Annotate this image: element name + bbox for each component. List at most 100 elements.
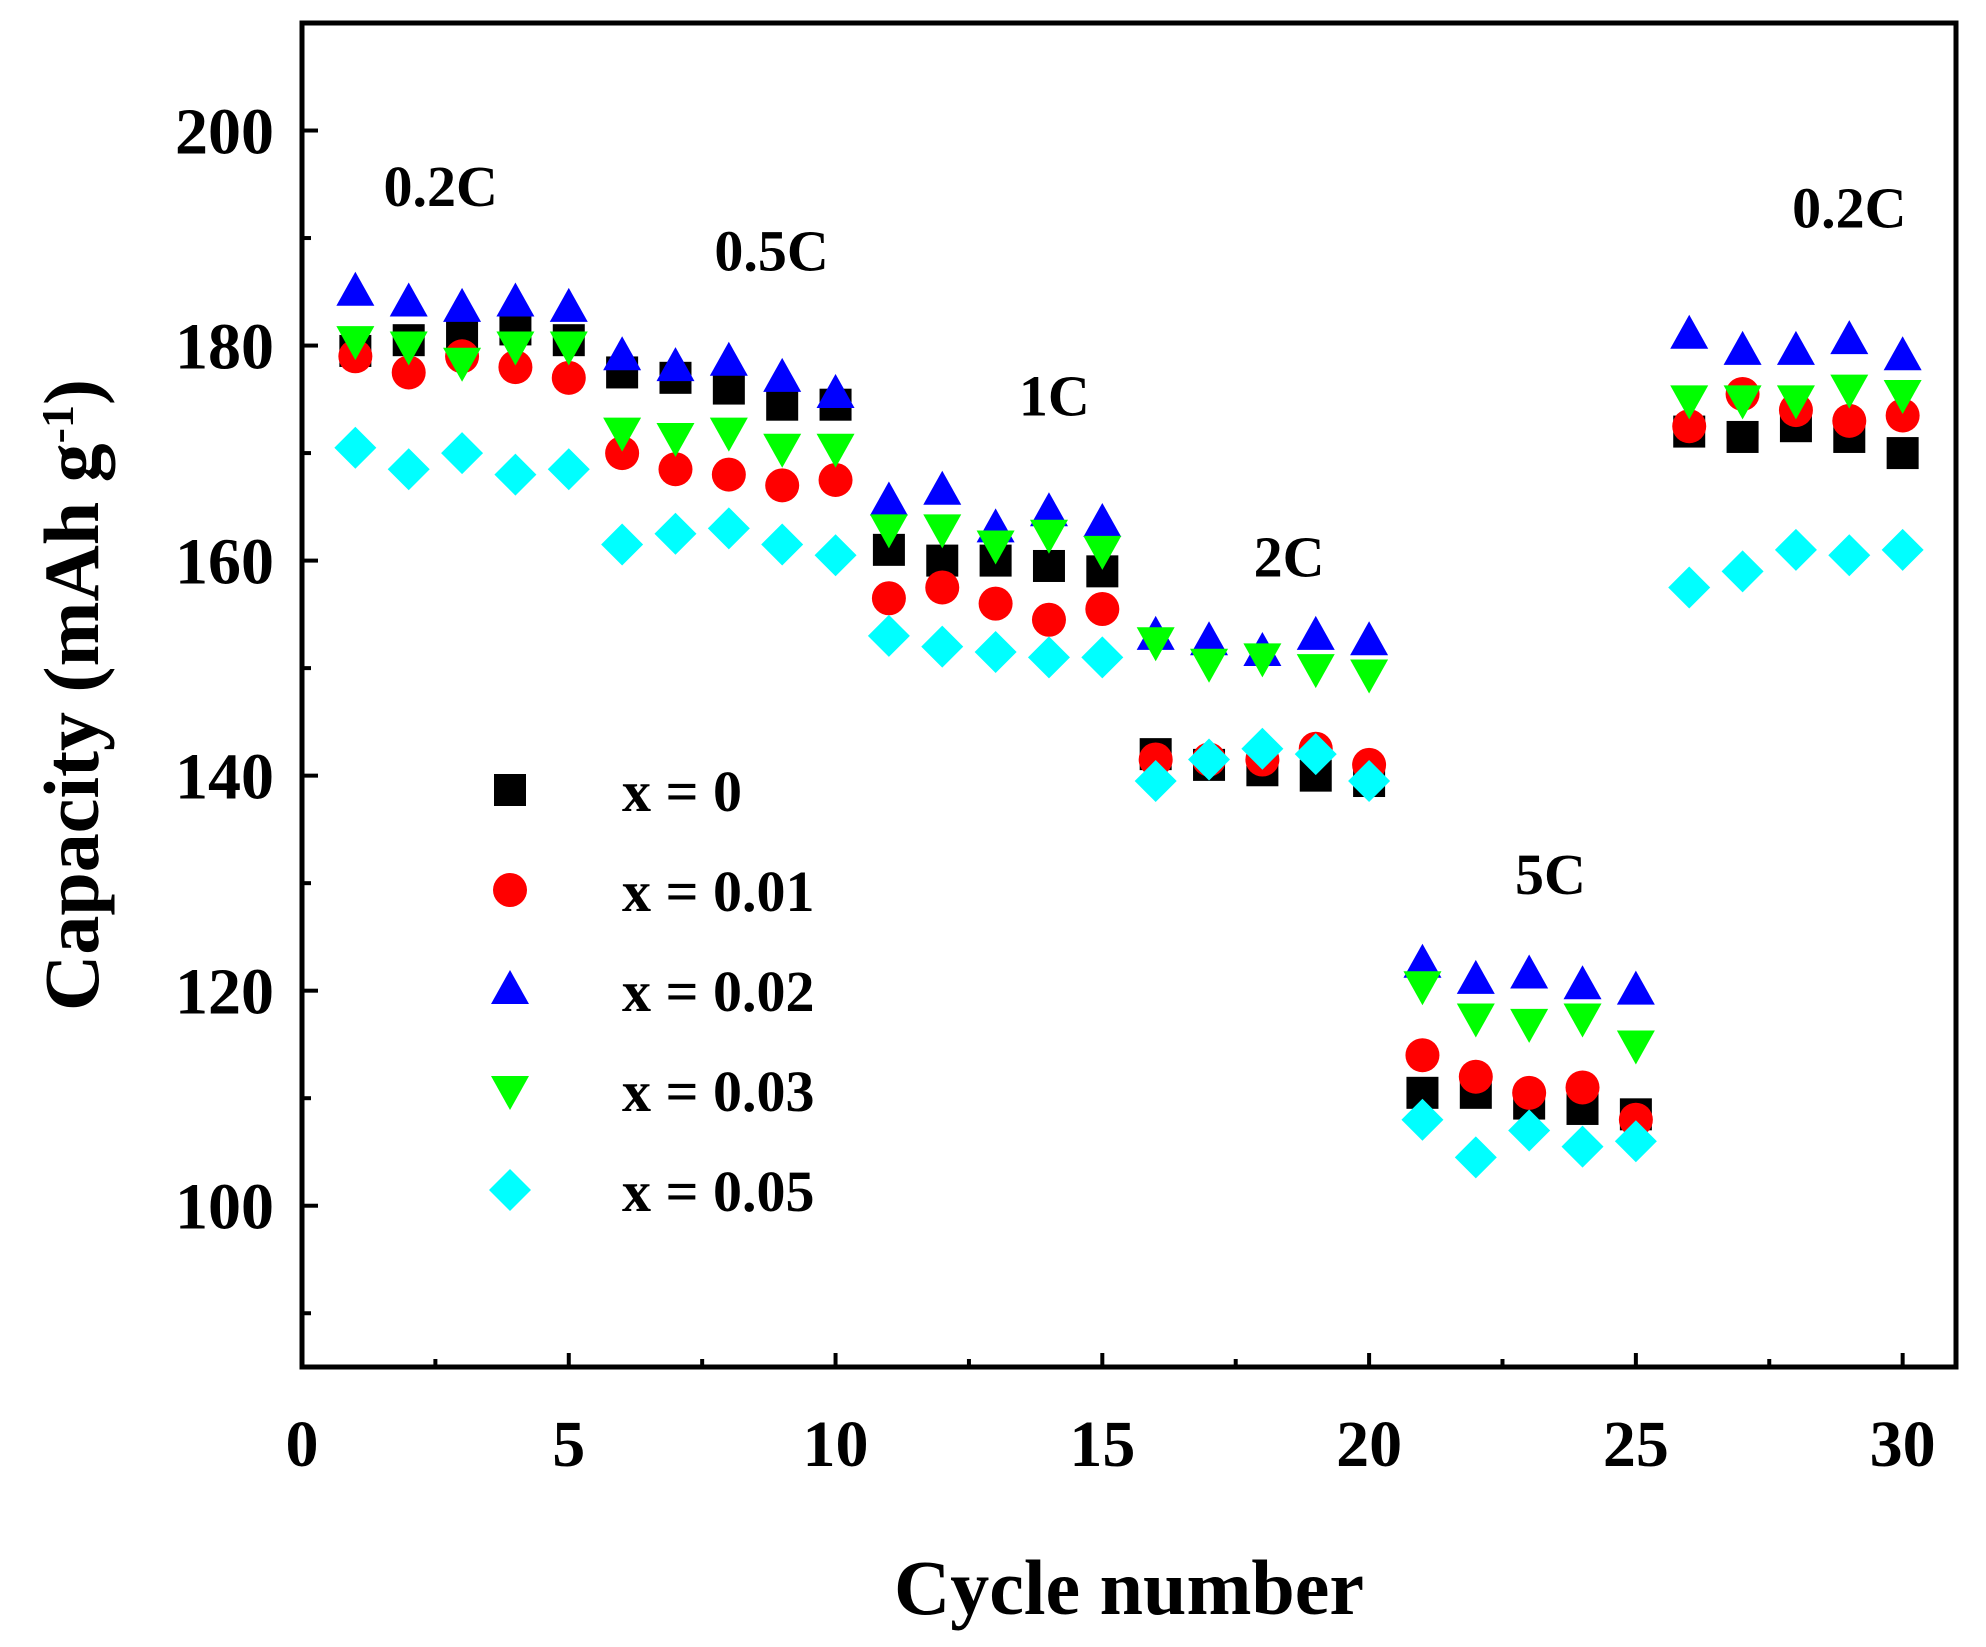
data-point — [1828, 534, 1871, 577]
data-point — [1190, 621, 1229, 656]
data-points — [334, 271, 1924, 1179]
legend-label: x = 0.03 — [622, 1059, 815, 1124]
data-point — [867, 614, 910, 657]
data-point — [494, 453, 537, 496]
data-point — [921, 625, 964, 668]
data-point — [1083, 535, 1122, 570]
data-point — [1458, 1059, 1493, 1094]
data-point — [814, 534, 857, 577]
data-point — [1032, 549, 1065, 582]
c-rate-label: 0.2C — [1792, 175, 1906, 240]
y-tick-label: 180 — [175, 311, 274, 384]
data-point — [763, 357, 802, 392]
data-point — [498, 350, 533, 385]
data-point — [551, 360, 586, 395]
data-point — [1776, 385, 1815, 420]
y-axis-title-close: ) — [28, 379, 115, 405]
plot-frame — [299, 20, 1959, 1370]
data-point — [1881, 528, 1924, 571]
data-point — [1616, 1030, 1655, 1065]
data-point — [1296, 615, 1335, 650]
data-point — [1188, 738, 1231, 781]
data-point — [496, 331, 535, 366]
data-point — [1403, 971, 1442, 1006]
c-rate-annotations: 0.2C 0.5C 1C 2C 5C 0.2C — [384, 154, 1907, 907]
data-point — [923, 470, 962, 505]
x-tick-label: 0 — [286, 1408, 319, 1481]
data-point — [443, 287, 482, 322]
data-point — [1721, 550, 1764, 593]
legend-label: x = 0.01 — [622, 859, 815, 924]
data-point — [1512, 1075, 1547, 1110]
data-point — [1561, 1125, 1604, 1168]
data-point — [389, 282, 428, 317]
x-tick-label: 30 — [1870, 1408, 1936, 1481]
data-point — [978, 586, 1013, 621]
data-point — [1296, 654, 1335, 689]
data-point — [1294, 733, 1337, 776]
legend-marker — [491, 970, 529, 1004]
data-point — [1883, 379, 1922, 414]
data-point — [1027, 636, 1070, 679]
data-point — [1776, 330, 1815, 365]
data-point — [656, 422, 695, 457]
data-point — [1885, 398, 1920, 433]
data-point — [766, 388, 799, 421]
legend-label: x = 0.05 — [622, 1159, 815, 1224]
data-point — [1510, 1008, 1549, 1043]
c-rate-label: 0.2C — [384, 154, 498, 219]
data-point — [1886, 437, 1919, 470]
data-point — [709, 417, 748, 452]
data-point — [1508, 1109, 1551, 1152]
x-tick-label: 10 — [803, 1408, 869, 1481]
data-point — [1774, 528, 1817, 571]
data-point — [712, 372, 745, 405]
y-tick-label: 100 — [175, 1171, 274, 1244]
data-point — [496, 282, 535, 317]
data-point — [871, 581, 906, 616]
data-point — [654, 512, 697, 555]
data-point — [1085, 591, 1120, 626]
c-rate-label: 2C — [1254, 525, 1325, 590]
legend: x = 0 x = 0.01 x = 0.02 x = 0.03 x = 0.05 — [489, 759, 815, 1224]
data-point — [1138, 742, 1173, 777]
data-point — [816, 433, 855, 468]
data-point — [1348, 760, 1391, 803]
data-point — [603, 336, 642, 371]
data-point — [1136, 627, 1175, 662]
y-tick-label: 120 — [175, 956, 274, 1029]
data-point — [601, 523, 644, 566]
legend-marker — [489, 1169, 531, 1211]
data-point — [1726, 420, 1759, 453]
y-axis-title-main: Capacity (mAh g — [28, 443, 115, 1011]
data-point — [925, 570, 960, 605]
data-point — [1029, 492, 1068, 527]
data-point — [1401, 1098, 1444, 1141]
data-point — [709, 341, 748, 376]
y-tick-label: 160 — [175, 526, 274, 599]
legend-label: x = 0 — [622, 759, 742, 824]
y-axis-title-sup: -1 — [32, 405, 83, 443]
data-point — [974, 630, 1017, 673]
data-point — [1883, 336, 1922, 371]
data-point — [443, 347, 482, 382]
data-point — [1456, 1003, 1495, 1038]
data-point — [711, 457, 746, 492]
data-point — [1723, 385, 1762, 420]
data-point — [387, 448, 430, 491]
data-point — [1670, 385, 1709, 420]
x-tick-label: 25 — [1603, 1408, 1669, 1481]
data-point — [869, 514, 908, 549]
data-point — [1616, 970, 1655, 1005]
data-point — [334, 426, 377, 469]
data-point — [1350, 621, 1389, 656]
data-point — [1029, 519, 1068, 554]
data-point — [1403, 943, 1442, 978]
x-axis-title: Cycle number — [894, 1544, 1364, 1631]
data-point — [1456, 959, 1495, 994]
data-point — [707, 507, 750, 550]
data-point — [1083, 502, 1122, 537]
y-tick-label: 140 — [175, 741, 274, 814]
data-point — [1830, 320, 1869, 355]
data-point — [549, 331, 588, 366]
